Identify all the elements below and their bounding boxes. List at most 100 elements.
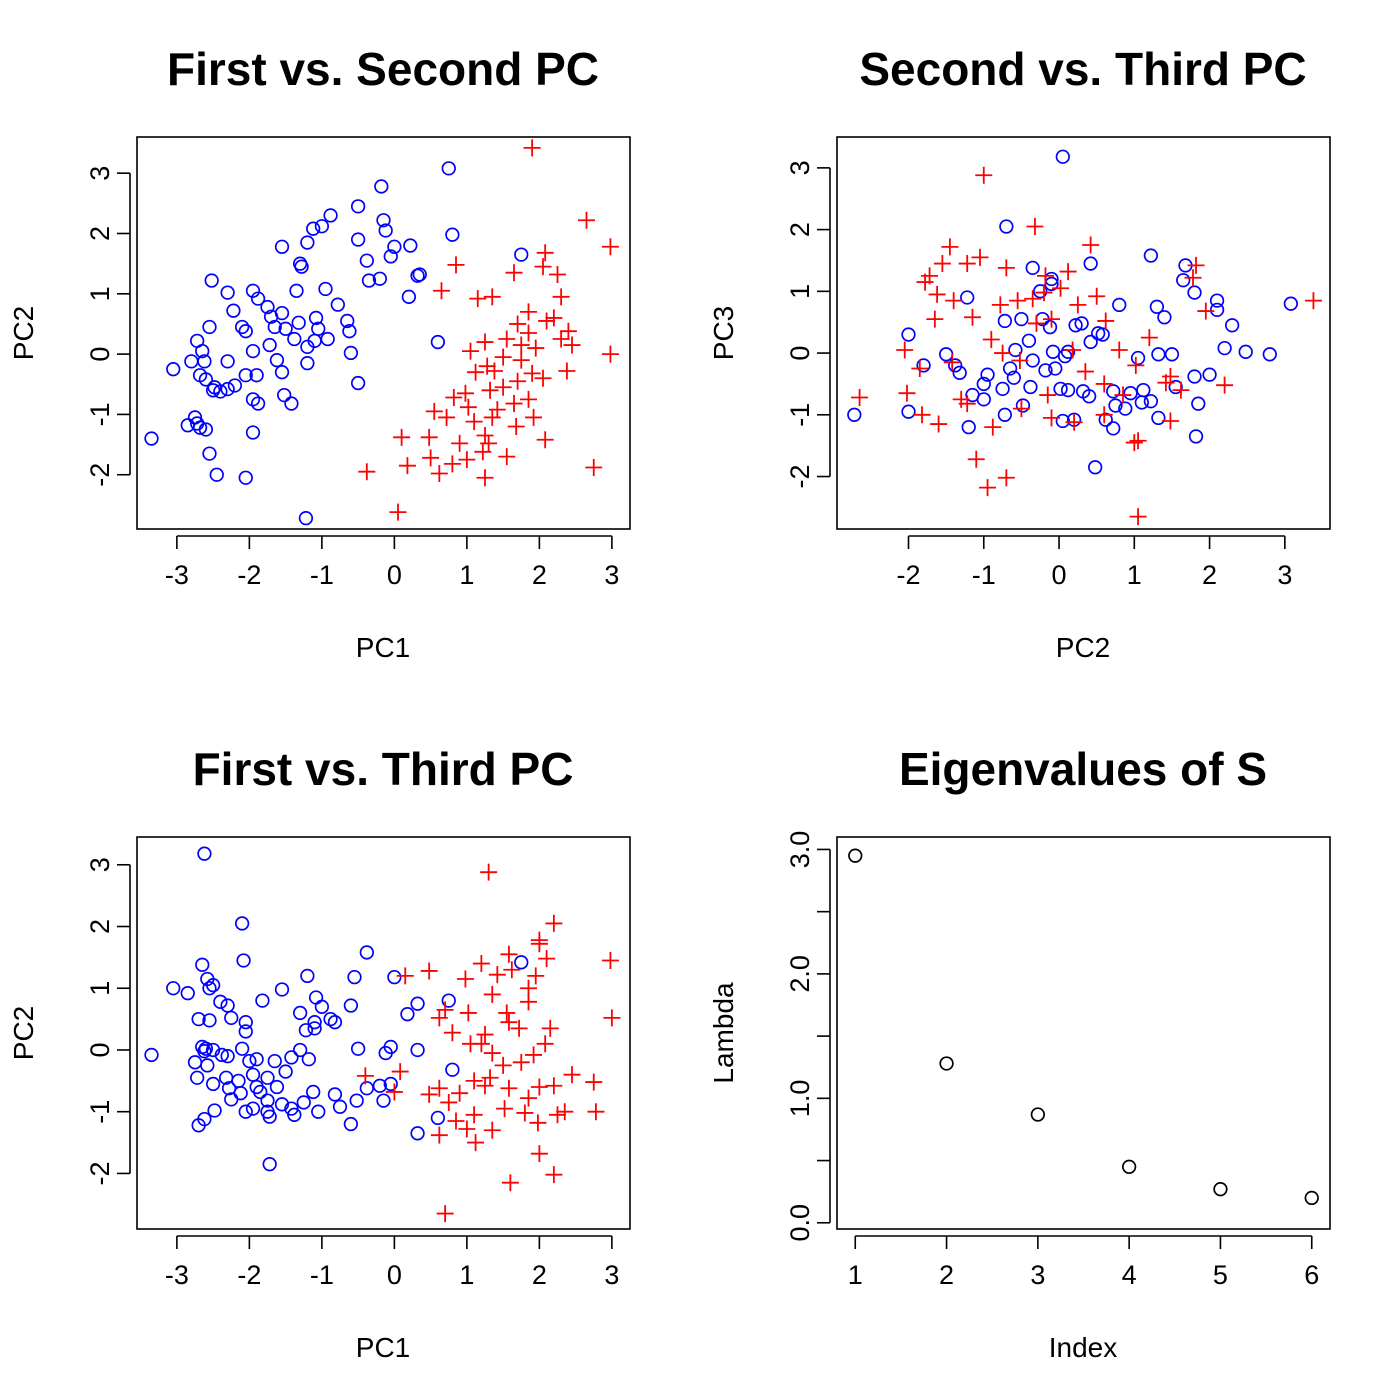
point-plus — [1161, 412, 1179, 430]
point-plus — [483, 288, 501, 306]
y-tick-label: 0 — [785, 346, 815, 361]
point-circle — [245, 425, 261, 440]
point-plus — [527, 967, 545, 985]
y-tick-label: 1 — [85, 286, 115, 301]
point-circle — [249, 1052, 264, 1067]
point-plus — [443, 1024, 461, 1042]
point-circle — [401, 289, 417, 304]
x-axis: -2 -1 0 1 2 3 — [896, 535, 1292, 590]
point-circle — [291, 315, 306, 330]
point-plus — [465, 1072, 483, 1090]
y-tick-label: 3 — [785, 160, 815, 175]
point-plus — [538, 312, 556, 330]
point-circle — [1123, 386, 1138, 401]
point-circle — [1134, 395, 1149, 410]
point-circle — [307, 1021, 322, 1036]
point-circle — [387, 969, 402, 985]
point-plus — [483, 1121, 501, 1139]
point-circle — [262, 337, 277, 353]
point-circle — [1042, 319, 1058, 335]
point-circle — [200, 1058, 215, 1073]
point-plus — [474, 443, 492, 461]
point-plus — [488, 966, 506, 984]
x-tick-label: 4 — [1122, 1260, 1137, 1290]
point-plus — [1304, 292, 1322, 310]
point-circle — [1014, 311, 1029, 327]
x-tick-label: 2 — [532, 1260, 547, 1290]
point-circle — [1088, 460, 1103, 475]
point-circle — [327, 1087, 343, 1102]
point-circle — [343, 998, 359, 1013]
point-circle — [207, 1103, 222, 1118]
point-circle — [1143, 248, 1159, 263]
point-plus — [1011, 351, 1029, 369]
point-circle — [301, 1052, 316, 1067]
point-circle — [209, 467, 224, 482]
y-tick-label: 1.0 — [785, 1080, 815, 1118]
point-plus — [501, 1174, 519, 1192]
y-tick-label: 3.0 — [785, 831, 815, 869]
x-tick-label: -3 — [165, 560, 189, 590]
point-circle — [238, 368, 253, 383]
point-circle — [274, 1097, 290, 1112]
x-tick-label: 6 — [1304, 1260, 1319, 1290]
point-circle — [300, 968, 315, 984]
point-circle — [400, 1007, 415, 1022]
point-plus — [563, 1066, 581, 1084]
point-circle — [220, 381, 235, 397]
point-plus — [420, 962, 438, 980]
point-circle — [274, 365, 290, 380]
point-circle — [359, 253, 374, 268]
point-circle — [192, 420, 208, 435]
point-circle — [441, 993, 456, 1008]
point-circle — [296, 1095, 311, 1110]
point-circle — [197, 846, 212, 861]
point-circle — [238, 324, 253, 339]
x-tick-label: 1 — [459, 1260, 474, 1290]
point-circle — [1238, 344, 1253, 359]
point-circle — [901, 404, 916, 419]
point-plus — [545, 309, 563, 327]
y-axis-label: Lambda — [708, 982, 739, 1084]
y-tick-label: -2 — [85, 1161, 115, 1185]
point-circle — [213, 994, 228, 1009]
point-circle — [323, 1011, 338, 1027]
point-plus — [1082, 236, 1100, 254]
point-circle — [1164, 347, 1180, 362]
point-circle — [262, 1109, 277, 1124]
plot-frame — [136, 836, 631, 1230]
point-circle — [245, 343, 261, 359]
point-circle — [323, 208, 338, 223]
x-axis: -3 -2 -1 0 1 2 3 — [165, 535, 619, 590]
point-plus — [536, 431, 554, 449]
point-circle — [250, 396, 266, 411]
point-plus — [1035, 284, 1053, 302]
point-circle — [260, 299, 275, 315]
point-plus — [476, 333, 494, 351]
point-plus — [494, 1056, 512, 1074]
point-plus — [529, 1114, 547, 1132]
x-tick-label: 3 — [604, 560, 619, 590]
point-circle — [961, 419, 976, 435]
point-plus — [975, 166, 993, 184]
point-plus — [509, 315, 527, 333]
point-circle — [1209, 302, 1225, 318]
point-circle — [308, 310, 324, 326]
point-circle — [1098, 412, 1113, 427]
x-tick-label: 0 — [387, 1260, 402, 1290]
x-tick-label: -2 — [896, 560, 920, 590]
point-circle — [1202, 367, 1217, 382]
points — [144, 139, 619, 526]
point-plus — [476, 427, 494, 445]
point-plus — [520, 390, 537, 408]
point-circle — [250, 291, 266, 306]
x-axis: 1 2 3 4 5 6 — [848, 1235, 1319, 1290]
point-circle — [284, 1050, 299, 1065]
point-circle — [1106, 421, 1121, 436]
point-circle — [1118, 401, 1133, 416]
point-plus — [928, 285, 946, 303]
point-circle — [202, 981, 217, 996]
point-plus — [911, 359, 929, 377]
point-plus — [530, 935, 548, 953]
point-plus — [1127, 356, 1145, 374]
